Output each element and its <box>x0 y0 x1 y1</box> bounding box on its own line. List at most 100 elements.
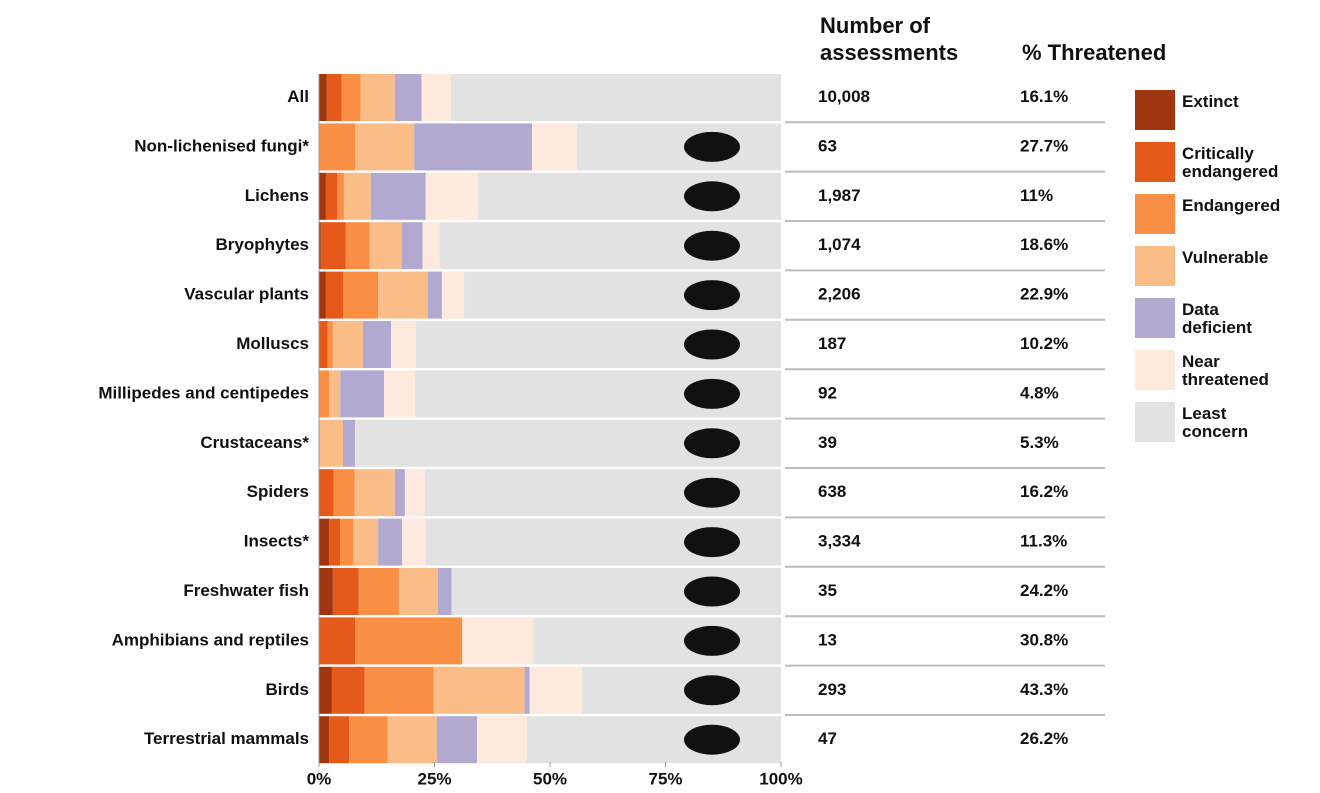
bar-segment <box>355 617 463 665</box>
table-cell: 47 <box>818 729 837 748</box>
bar-segment <box>425 172 478 220</box>
category-label: Crustaceans* <box>200 433 309 452</box>
bar-segment <box>436 716 478 764</box>
category-label: Molluscs <box>236 334 309 353</box>
bar-segment <box>325 172 338 220</box>
bar-segment <box>433 666 525 714</box>
bar-segment <box>319 271 326 319</box>
bar-segment <box>327 321 333 368</box>
table-cell: 10,008 <box>818 87 870 106</box>
bar-segment <box>343 172 371 220</box>
bar-segment <box>581 666 781 714</box>
table-cell: 22.9% <box>1020 285 1068 304</box>
legend-label: Endangered <box>1182 196 1281 215</box>
bar-segment <box>404 469 425 517</box>
legend-swatch <box>1135 246 1175 286</box>
table-cell: 293 <box>818 680 846 699</box>
bar-segment <box>524 666 530 714</box>
category-label: Spiders <box>247 482 309 501</box>
bar-segment <box>319 469 334 517</box>
table-cell: 39 <box>818 433 837 452</box>
bar-segment <box>358 568 399 615</box>
category-label: All <box>287 87 309 106</box>
species-icon <box>684 280 740 311</box>
species-icon <box>684 230 740 261</box>
bar-segment <box>384 370 416 418</box>
legend-swatch <box>1135 402 1175 442</box>
bar-segment <box>422 222 440 270</box>
bar-segment <box>526 716 781 764</box>
species-icon <box>684 378 740 409</box>
bar-segment <box>319 666 332 714</box>
legend-swatch <box>1135 350 1175 390</box>
category-label: Bryophytes <box>215 235 309 254</box>
bar-segment <box>533 617 781 665</box>
column-header: % Threatened <box>1022 40 1166 65</box>
category-label: Amphibians and reptiles <box>112 630 309 649</box>
table-cell: 24.2% <box>1020 581 1068 600</box>
bar-segment <box>320 222 346 270</box>
species-icon <box>684 428 740 459</box>
table-cell: 3,334 <box>818 532 861 551</box>
bar-segment <box>319 716 330 764</box>
species-icon <box>684 329 740 360</box>
legend-swatch <box>1135 142 1175 182</box>
bar-segment <box>340 518 354 566</box>
legend-label: Extinct <box>1182 92 1239 111</box>
bar-segment <box>341 74 361 121</box>
bar-segment <box>576 123 781 171</box>
species-icon <box>684 477 740 508</box>
species-icon <box>684 527 740 558</box>
table-cell: 638 <box>818 482 846 501</box>
table-cell: 18.6% <box>1020 235 1068 254</box>
category-label: Lichens <box>245 186 309 205</box>
species-icon <box>684 181 740 212</box>
legend-label: Vulnerable <box>1182 248 1269 267</box>
category-label: Vascular plants <box>184 285 309 304</box>
table-cell: 63 <box>818 136 837 155</box>
bar-segment <box>319 321 328 368</box>
bar-segment <box>343 419 356 467</box>
bar-segment <box>531 123 577 171</box>
category-label: Freshwater fish <box>183 581 309 600</box>
table-cell: 1,074 <box>818 235 861 254</box>
bar-segment <box>394 74 422 121</box>
table-cell: 4.8% <box>1020 383 1059 402</box>
table-cell: 16.1% <box>1020 87 1068 106</box>
legend-swatch <box>1135 90 1175 130</box>
species-icon <box>684 576 740 607</box>
bar-segment <box>364 666 434 714</box>
table-cell: 26.2% <box>1020 729 1068 748</box>
bar-segment <box>421 74 451 121</box>
x-tick-label: 25% <box>417 769 451 788</box>
bar-segment <box>360 74 395 121</box>
bar-segment <box>370 172 426 220</box>
bar-segment <box>319 74 327 121</box>
bar-segment <box>401 222 423 270</box>
table-cell: 2,206 <box>818 285 861 304</box>
legend-label: Data deficient <box>1182 300 1252 337</box>
bar-segment <box>329 518 341 566</box>
bar-segment <box>319 172 326 220</box>
column-header: Number of <box>820 13 931 38</box>
table-cell: 30.8% <box>1020 630 1068 649</box>
bar-segment <box>529 666 582 714</box>
legend-label: Critically endangered <box>1182 144 1279 181</box>
bar-segment <box>398 568 438 615</box>
table-cell: 187 <box>818 334 846 353</box>
bar-segment <box>337 172 344 220</box>
legend-swatch <box>1135 298 1175 338</box>
x-tick-label: 50% <box>533 769 567 788</box>
x-tick-label: 75% <box>648 769 682 788</box>
bar-segment <box>355 123 415 171</box>
table-cell: 16.2% <box>1020 482 1068 501</box>
bar-segment <box>329 716 350 764</box>
bar-segment <box>319 518 330 566</box>
legend-swatch <box>1135 194 1175 234</box>
table-cell: 1,987 <box>818 186 861 205</box>
bar-segment <box>349 716 388 764</box>
bar-segment <box>437 568 452 615</box>
bar-segment <box>319 222 321 270</box>
table-cell: 11.3% <box>1020 532 1067 551</box>
table-cell: 43.3% <box>1020 680 1068 699</box>
